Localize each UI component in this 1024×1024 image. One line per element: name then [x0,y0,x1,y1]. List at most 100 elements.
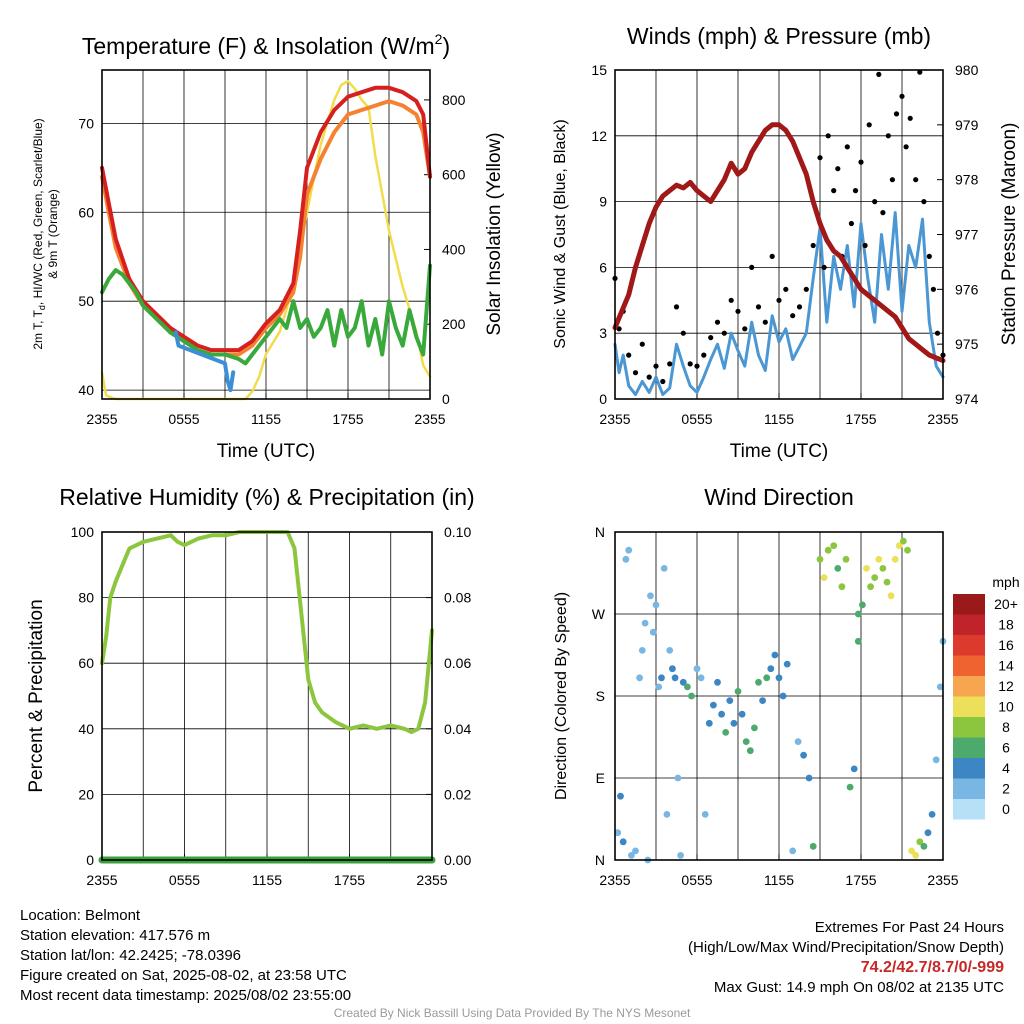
direction-point [658,674,665,682]
direction-point [775,674,783,682]
winds-xlabel: Time (UTC) [730,441,829,462]
humidity-xtick-label: 2355 [86,872,117,888]
direction-point [789,847,797,855]
direction-point [632,847,639,855]
direction-point [834,565,842,572]
gust-point [821,264,827,270]
direction-point [718,710,725,718]
direction-point [625,546,633,554]
gust-point [831,188,837,194]
gust-point [653,363,659,369]
legend-label: 14 [998,658,1014,674]
legend-swatch [953,799,985,820]
direction-point [622,555,630,563]
temp-y2tick-label: 0 [442,391,450,407]
latlon-text: Station lat/lon: 42.2425; -78.0396 [20,947,242,964]
direction-point [751,724,758,732]
winds-ytick-label: 9 [599,194,607,210]
direction-point [830,542,838,550]
gust-point [880,210,886,216]
winds-title: Winds (mph) & Pressure (mb) [627,23,931,49]
legend-label: 20+ [994,596,1018,612]
direction-point [800,751,807,759]
direction-point [677,852,684,859]
temp-ylabel-line1: 2m T, Td, HI/WC (Red, Green, Scarlet/Blu… [31,118,47,349]
direction-point [674,774,682,782]
direction-point [734,688,742,695]
gust-point [673,304,680,310]
legend-label: 6 [1002,740,1010,756]
direction-title: Wind Direction [704,484,854,510]
direction-point [854,610,862,618]
gust-point [769,253,775,259]
direction-point [842,555,850,563]
winds-ytick-label: 12 [591,128,607,144]
gust-point [862,242,868,249]
legend-label: 10 [998,699,1014,715]
gust-point [796,304,803,310]
gust-point [844,144,850,150]
temp-ylabel-line2: & 9m T (Orange) [46,189,60,279]
direction-point [809,842,817,850]
gust-point [646,374,652,380]
gust-point [721,330,727,336]
gust-point [632,370,639,376]
temp-y2tick-label: 200 [442,316,466,332]
direction-point [763,674,771,682]
temp-xlabel: Time (UTC) [217,441,316,462]
gust-point [852,188,859,194]
direction-point [652,601,660,609]
winds-ylabel: Sonic Wind & Gust (Blue, Black) [552,119,569,348]
humidity-y2tick-label: 0.06 [444,655,471,671]
legend-label: 16 [998,637,1014,653]
winds-y2label: Station Pressure (Maroon) [999,123,1020,346]
humidity-ytick-label: 0 [86,852,94,868]
direction-point [742,738,750,745]
legend-label: 2 [1002,781,1010,797]
direction-point [932,756,940,764]
gust-point [926,253,932,259]
direction-point [900,537,907,545]
winds-y2tick-label: 977 [955,227,979,243]
created-text: Figure created on Sat, 2025-08-02, at 23… [20,967,347,984]
temp-ylabel-part: 2m T, T [31,309,45,349]
temp-ytick-label: 60 [78,204,94,220]
direction-ytick-label: S [596,688,605,704]
temp-2m-line [100,85,432,353]
direction-point [820,574,828,581]
winds-ytick-label: 0 [599,391,607,407]
direction-point [684,683,691,691]
gust-point [917,69,923,75]
humidity-xtick-label: 2355 [416,872,447,888]
humidity-ytick-label: 100 [71,524,95,540]
temp-y2tick-label: 800 [442,92,466,108]
winds-ytick-label: 15 [591,62,607,78]
direction-point [722,729,730,736]
direction-point [738,710,746,718]
gust-point [866,122,872,128]
elevation-text: Station elevation: 417.576 m [20,927,211,944]
temp-frame [101,69,431,400]
gust-point [817,155,823,161]
direction-ytick-label: W [592,606,606,622]
winds-ytick-label: 3 [599,325,607,341]
humidity-ytick-label: 80 [78,590,94,606]
legend-swatch [953,594,985,615]
humidity-y2tick-label: 0.08 [444,590,471,606]
direction-point [916,838,924,846]
gust-point [749,264,755,270]
direction-point [705,719,713,727]
gust-point [694,363,700,369]
legend-label: 0 [1002,801,1010,817]
direction-point [714,678,721,686]
direction-xtick-label: 2355 [927,872,958,888]
recent-text: Most recent data timestamp: 2025/08/02 2… [20,987,352,1004]
direction-point [824,546,832,554]
direction-point [628,852,635,859]
direction-point [669,665,676,673]
temp-ylabel-part: , HI/WC (Red, Green, Scarlet/Blue) [31,118,45,305]
direction-point [710,701,717,709]
direction-ytick-label: N [595,852,605,868]
direction-point [838,583,846,591]
humidity-xtick-label: 1755 [334,872,365,888]
